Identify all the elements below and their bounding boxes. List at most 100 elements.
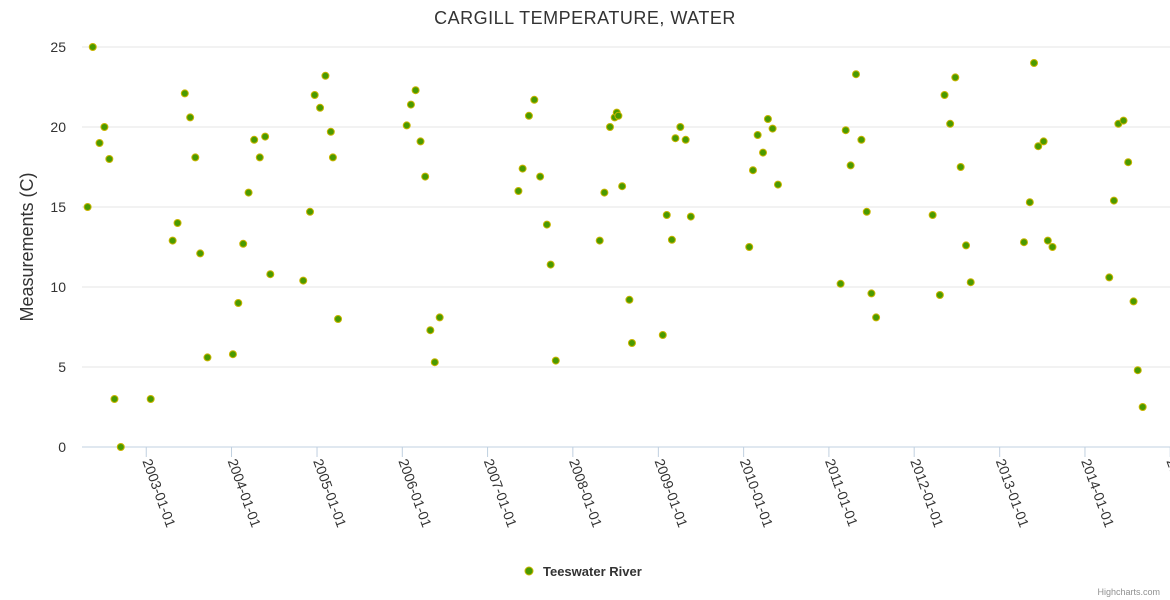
data-point[interactable] xyxy=(940,91,949,99)
data-point[interactable] xyxy=(110,395,119,403)
data-point[interactable] xyxy=(328,153,337,162)
data-point[interactable] xyxy=(406,100,415,109)
data-point[interactable] xyxy=(951,73,960,82)
data-point[interactable] xyxy=(88,43,97,51)
data-point[interactable] xyxy=(1109,196,1118,205)
data-point[interactable] xyxy=(605,123,614,131)
data-point[interactable] xyxy=(310,91,319,99)
data-point[interactable] xyxy=(759,148,768,157)
data-point[interactable] xyxy=(402,121,411,130)
data-point[interactable] xyxy=(1105,273,1114,282)
data-point[interactable] xyxy=(542,220,551,229)
data-point[interactable] xyxy=(426,326,435,335)
legend[interactable]: Teeswater River xyxy=(524,564,642,579)
data-point[interactable] xyxy=(748,166,757,175)
data-point[interactable] xyxy=(411,86,420,95)
data-point[interactable] xyxy=(316,103,325,112)
data-point[interactable] xyxy=(773,180,782,189)
data-point[interactable] xyxy=(841,126,850,135)
data-point[interactable] xyxy=(595,236,604,245)
data-point[interactable] xyxy=(662,211,671,219)
data-point[interactable] xyxy=(1019,238,1028,247)
data-point[interactable] xyxy=(234,299,243,307)
data-point[interactable] xyxy=(956,163,965,171)
data-point[interactable] xyxy=(1129,297,1138,306)
data-point[interactable] xyxy=(146,395,155,403)
data-point[interactable] xyxy=(416,137,425,146)
data-point[interactable] xyxy=(435,313,444,322)
data-point[interactable] xyxy=(1030,59,1039,67)
data-point[interactable] xyxy=(536,172,545,181)
data-point[interactable] xyxy=(83,203,92,211)
data-point[interactable] xyxy=(1048,243,1057,251)
data-point[interactable] xyxy=(857,135,866,144)
data-point[interactable] xyxy=(1034,142,1043,151)
data-point[interactable] xyxy=(1025,198,1034,207)
data-point[interactable] xyxy=(196,249,205,258)
data-point[interactable] xyxy=(551,356,560,365)
data-point[interactable] xyxy=(261,132,270,141)
data-point[interactable] xyxy=(935,291,944,299)
data-point[interactable] xyxy=(546,260,555,269)
data-point[interactable] xyxy=(681,135,690,144)
data-point[interactable] xyxy=(846,161,855,170)
data-point[interactable] xyxy=(686,212,695,221)
data-point[interactable] xyxy=(745,243,754,251)
data-point[interactable] xyxy=(244,188,253,197)
data-point[interactable] xyxy=(255,153,264,162)
data-point[interactable] xyxy=(676,123,685,131)
data-point[interactable] xyxy=(514,187,523,195)
data-point[interactable] xyxy=(306,207,315,216)
data-point[interactable] xyxy=(928,211,937,219)
data-point[interactable] xyxy=(667,235,676,244)
data-point[interactable] xyxy=(1124,158,1133,167)
data-point[interactable] xyxy=(763,115,772,123)
data-point[interactable] xyxy=(334,315,343,323)
data-point[interactable] xyxy=(862,207,871,216)
data-point[interactable] xyxy=(191,153,200,162)
data-point[interactable] xyxy=(671,134,680,143)
legend-item-teeswater-river[interactable]: Teeswater River xyxy=(543,564,642,579)
data-point[interactable] xyxy=(614,111,623,120)
data-point[interactable] xyxy=(266,270,275,279)
data-point[interactable] xyxy=(852,70,861,79)
data-point[interactable] xyxy=(95,139,104,147)
data-point[interactable] xyxy=(321,71,330,80)
data-point[interactable] xyxy=(299,276,308,285)
data-point[interactable] xyxy=(518,164,527,173)
data-point[interactable] xyxy=(105,155,114,163)
data-point[interactable] xyxy=(239,239,248,248)
data-point[interactable] xyxy=(872,313,881,322)
data-point[interactable] xyxy=(116,443,125,451)
data-point[interactable] xyxy=(836,279,845,288)
data-point[interactable] xyxy=(627,339,636,347)
credits-link[interactable]: Highcharts.com xyxy=(1097,587,1160,597)
data-point[interactable] xyxy=(430,358,439,367)
data-point[interactable] xyxy=(228,350,237,359)
series-teeswater-river[interactable] xyxy=(83,43,1147,451)
data-point[interactable] xyxy=(1043,236,1052,245)
data-point[interactable] xyxy=(180,89,189,98)
data-point[interactable] xyxy=(1039,137,1048,146)
data-point[interactable] xyxy=(1119,116,1128,125)
data-point[interactable] xyxy=(524,111,533,120)
data-point[interactable] xyxy=(1138,403,1147,411)
data-point[interactable] xyxy=(1133,366,1142,375)
data-point[interactable] xyxy=(753,131,762,139)
data-point[interactable] xyxy=(658,331,667,339)
data-point[interactable] xyxy=(530,95,539,104)
data-point[interactable] xyxy=(618,182,627,191)
data-point[interactable] xyxy=(421,172,430,181)
data-point[interactable] xyxy=(100,123,109,131)
data-point[interactable] xyxy=(625,295,634,304)
data-point[interactable] xyxy=(203,353,212,362)
data-point[interactable] xyxy=(173,219,182,227)
data-point[interactable] xyxy=(326,127,335,136)
data-point[interactable] xyxy=(768,124,777,133)
data-point[interactable] xyxy=(250,135,259,144)
data-point[interactable] xyxy=(186,113,195,122)
data-point[interactable] xyxy=(966,278,975,287)
data-point[interactable] xyxy=(600,188,609,197)
data-point[interactable] xyxy=(946,119,955,128)
data-point[interactable] xyxy=(962,241,971,250)
